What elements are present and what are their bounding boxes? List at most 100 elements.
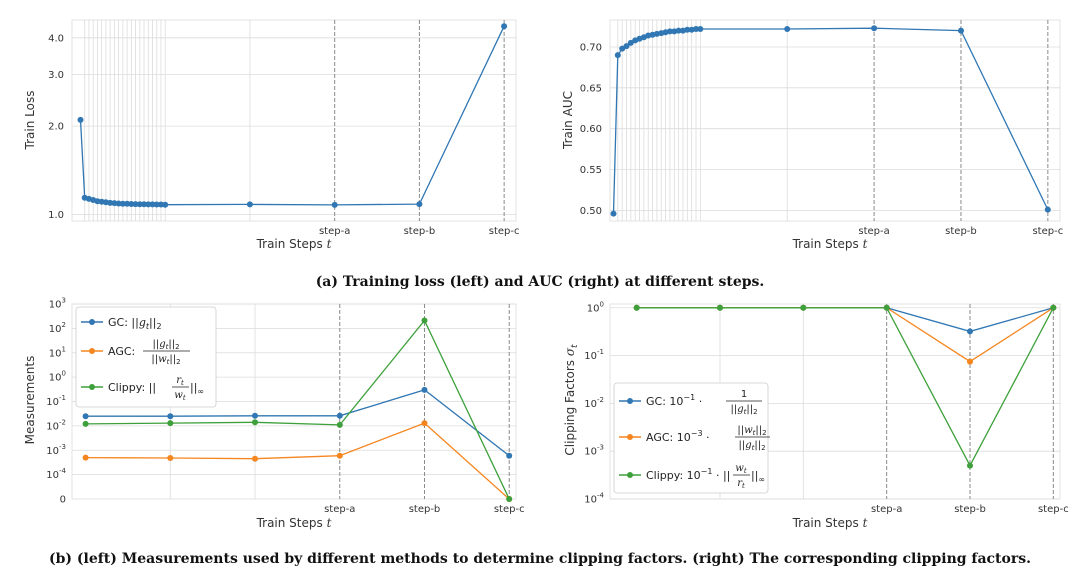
x-tick-label: step-a [871,504,902,515]
legend: GC: 10−1 · 1 ||gt||2 AGC: 10−3 · ||wt||2… [613,382,770,494]
y-tick-label: 103 [49,297,66,311]
legend-box [75,306,217,408]
legend-entry-agc: AGC: 10−3 · ||wt||2 ||gt||2 [619,425,770,452]
x-axis-label: Train Steps t [792,237,868,251]
y-tick-label: 0.70 [580,42,602,53]
y-tick-label: 4.0 [48,33,64,44]
y-axis-label: Measurements [23,356,37,445]
data-point-clippy [336,421,343,428]
y-tick-label: 3.0 [48,70,64,81]
data-point-auc [693,26,699,32]
data-point-gc [252,412,258,419]
data-point-agc [336,452,343,459]
y-ticks: 10-4 10-3 10-2 10-1 100 [584,300,604,505]
data-point-gc [421,386,428,393]
y-tick-label: 1.0 [48,210,64,221]
y-tick-label: 102 [49,321,66,335]
data-point-auc [627,39,634,46]
x-tick-label: step-a [324,504,355,515]
legend-entry-agc: AGC: ||gt||2 ||wt||2 [81,339,190,366]
data-point-clippy [717,304,723,311]
svg-text:wt: wt [174,390,186,402]
series [610,25,1051,217]
data-point-agc [82,454,89,461]
data-point-auc [610,210,617,217]
y-tick-label: 101 [49,345,66,359]
data-point-auc [697,26,704,32]
grid [72,20,516,221]
x-ticks: step-a step-b step-c [871,504,1069,515]
data-point-loss [132,201,139,208]
x-tick-label: step-a [319,226,350,237]
x-tick-label: step-b [409,504,441,515]
caption-a: (a) Training loss (left) and AUC (right)… [315,274,765,290]
data-point-clippy [883,304,890,311]
data-point-agc [167,455,174,461]
y-ticks: 0.50 0.55 0.60 0.65 0.70 [580,42,602,216]
data-point-loss [136,201,143,208]
x-tick-label: step-c [1032,226,1063,237]
y-tick-label: 10-3 [46,443,66,457]
data-point-loss [149,201,156,208]
data-point-clippy [421,317,428,324]
data-point-loss [246,201,253,208]
y-tick-label: 0.55 [580,165,602,176]
x-axis-label: Train Steps t [792,516,868,530]
legend-entry-gc: GC: 10−1 · 1 ||gt||2 [619,389,762,416]
legend-entry-clippy: Clippy: || rt wt ||∞ [81,375,204,402]
data-point-auc [958,27,964,34]
data-point-gc [82,413,89,420]
y-tick-label: 100 [587,300,604,314]
data-point-gc [506,452,513,459]
data-point-loss [145,201,152,208]
x-tick-label: step-b [945,226,977,237]
plot-area [609,19,1061,222]
data-point-gc [336,412,343,419]
data-point-clippy [167,420,174,427]
data-point-clippy [967,462,973,469]
data-point-clippy [800,304,807,311]
data-point-loss [501,23,508,30]
data-point-agc [421,420,428,427]
x-tick-label: step-c [494,504,525,515]
y-tick-label: 0.50 [580,206,602,217]
series-line-gc [85,389,510,457]
svg-text:1: 1 [741,389,747,400]
y-axis-label: Clipping Factors σt [563,344,580,456]
y-ticks: 1.0 2.0 3.0 4.0 [48,33,64,221]
y-tick-label: 10-2 [584,396,604,410]
data-point-loss [162,201,169,208]
svg-text:||gt||2: ||gt||2 [738,440,765,452]
svg-text:wt: wt [735,463,747,475]
x-tick-label: step-b [954,504,986,515]
train-loss-chart: 1.0 2.0 3.0 4.0 step-a step-b step-c Train St… [23,19,520,251]
series-line-clippy [85,319,510,500]
y-tick-label: 100 [49,370,66,384]
legend: GC: ||gt||2 AGC: ||gt||2 ||wt||2 Clippy:… [75,306,217,408]
legend-box [613,382,769,494]
svg-text:Clippy: 10−1 · ||: Clippy: 10−1 · || [646,467,730,482]
svg-text:||gt||2: ||gt||2 [152,339,179,351]
data-point-loss [141,201,147,208]
series [633,304,1057,469]
svg-text:||wt||2: ||wt||2 [737,425,766,437]
y-tick-label: 10-1 [46,394,66,408]
data-point-agc [252,455,258,462]
svg-text:||gt||2: ||gt||2 [730,404,757,416]
data-point-auc [675,27,682,34]
y-axis-label: Train AUC [561,91,575,150]
y-tick-label: 10-4 [584,492,604,506]
y-tick-label: 0.65 [580,83,602,94]
data-point-gc [167,413,174,420]
train-auc-chart: 0.500.550.600.650.70 step-a step-b step-c … [561,19,1063,251]
series-line-clippy [636,307,1054,467]
svg-text:rt: rt [737,478,745,490]
data-point-agc [967,358,973,365]
series [77,23,508,208]
data-point-auc [623,43,630,50]
legend-entry-gc: GC: ||gt||2 [81,316,162,331]
clipping-factors-chart: 10-4 10-3 10-2 10-1 100 step-a step-b step-c T… [563,300,1069,530]
y-tick-label: 0.60 [580,124,602,135]
data-point-loss [119,200,126,207]
